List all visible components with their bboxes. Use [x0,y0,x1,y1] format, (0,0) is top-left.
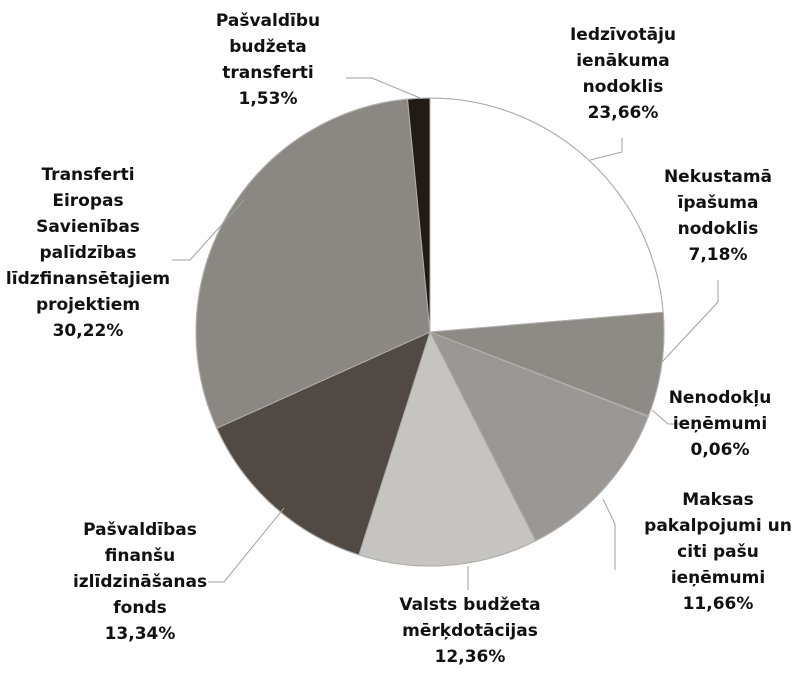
pie-slices [195,97,665,567]
pie-outline [195,97,665,567]
slice-label-3: Maksas pakalpojumi un citi pašu ieņēmumi 11,… [644,490,792,614]
leader-line-5 [208,507,285,583]
leader-line-3 [602,498,616,570]
leader-line-6 [172,199,245,261]
leader-line-0 [589,138,623,161]
pie-slice-0 [429,97,664,333]
leader-line-1 [661,280,719,363]
leader-line-7 [346,77,421,99]
leader-line-2 [651,409,682,425]
slice-label-0: Iedzīvotāju ienākuma nodoklis 23,66% [570,25,676,123]
slice-label-5: Pašvaldības finanšu izlīdzināšanas fonds 13,… [73,520,207,644]
slice-label-6: Transferti Eiropas Savienības palīdzības līd… [6,165,170,341]
slice-labels: Iedzīvotāju ienākuma nodoklis 23,66% Nekusta… [6,11,792,667]
slice-label-2: Nenodokļu ieņēmumi 0,06% [669,388,772,460]
slice-label-7: Pašvaldību budžeta transferti 1,53% [216,11,320,109]
leader-lines [172,77,719,590]
slice-label-1: Nekustamā īpašuma nodoklis 7,18% [664,167,772,265]
slice-label-4: Valsts budžeta mērķdotācijas 12,36% [399,595,540,667]
